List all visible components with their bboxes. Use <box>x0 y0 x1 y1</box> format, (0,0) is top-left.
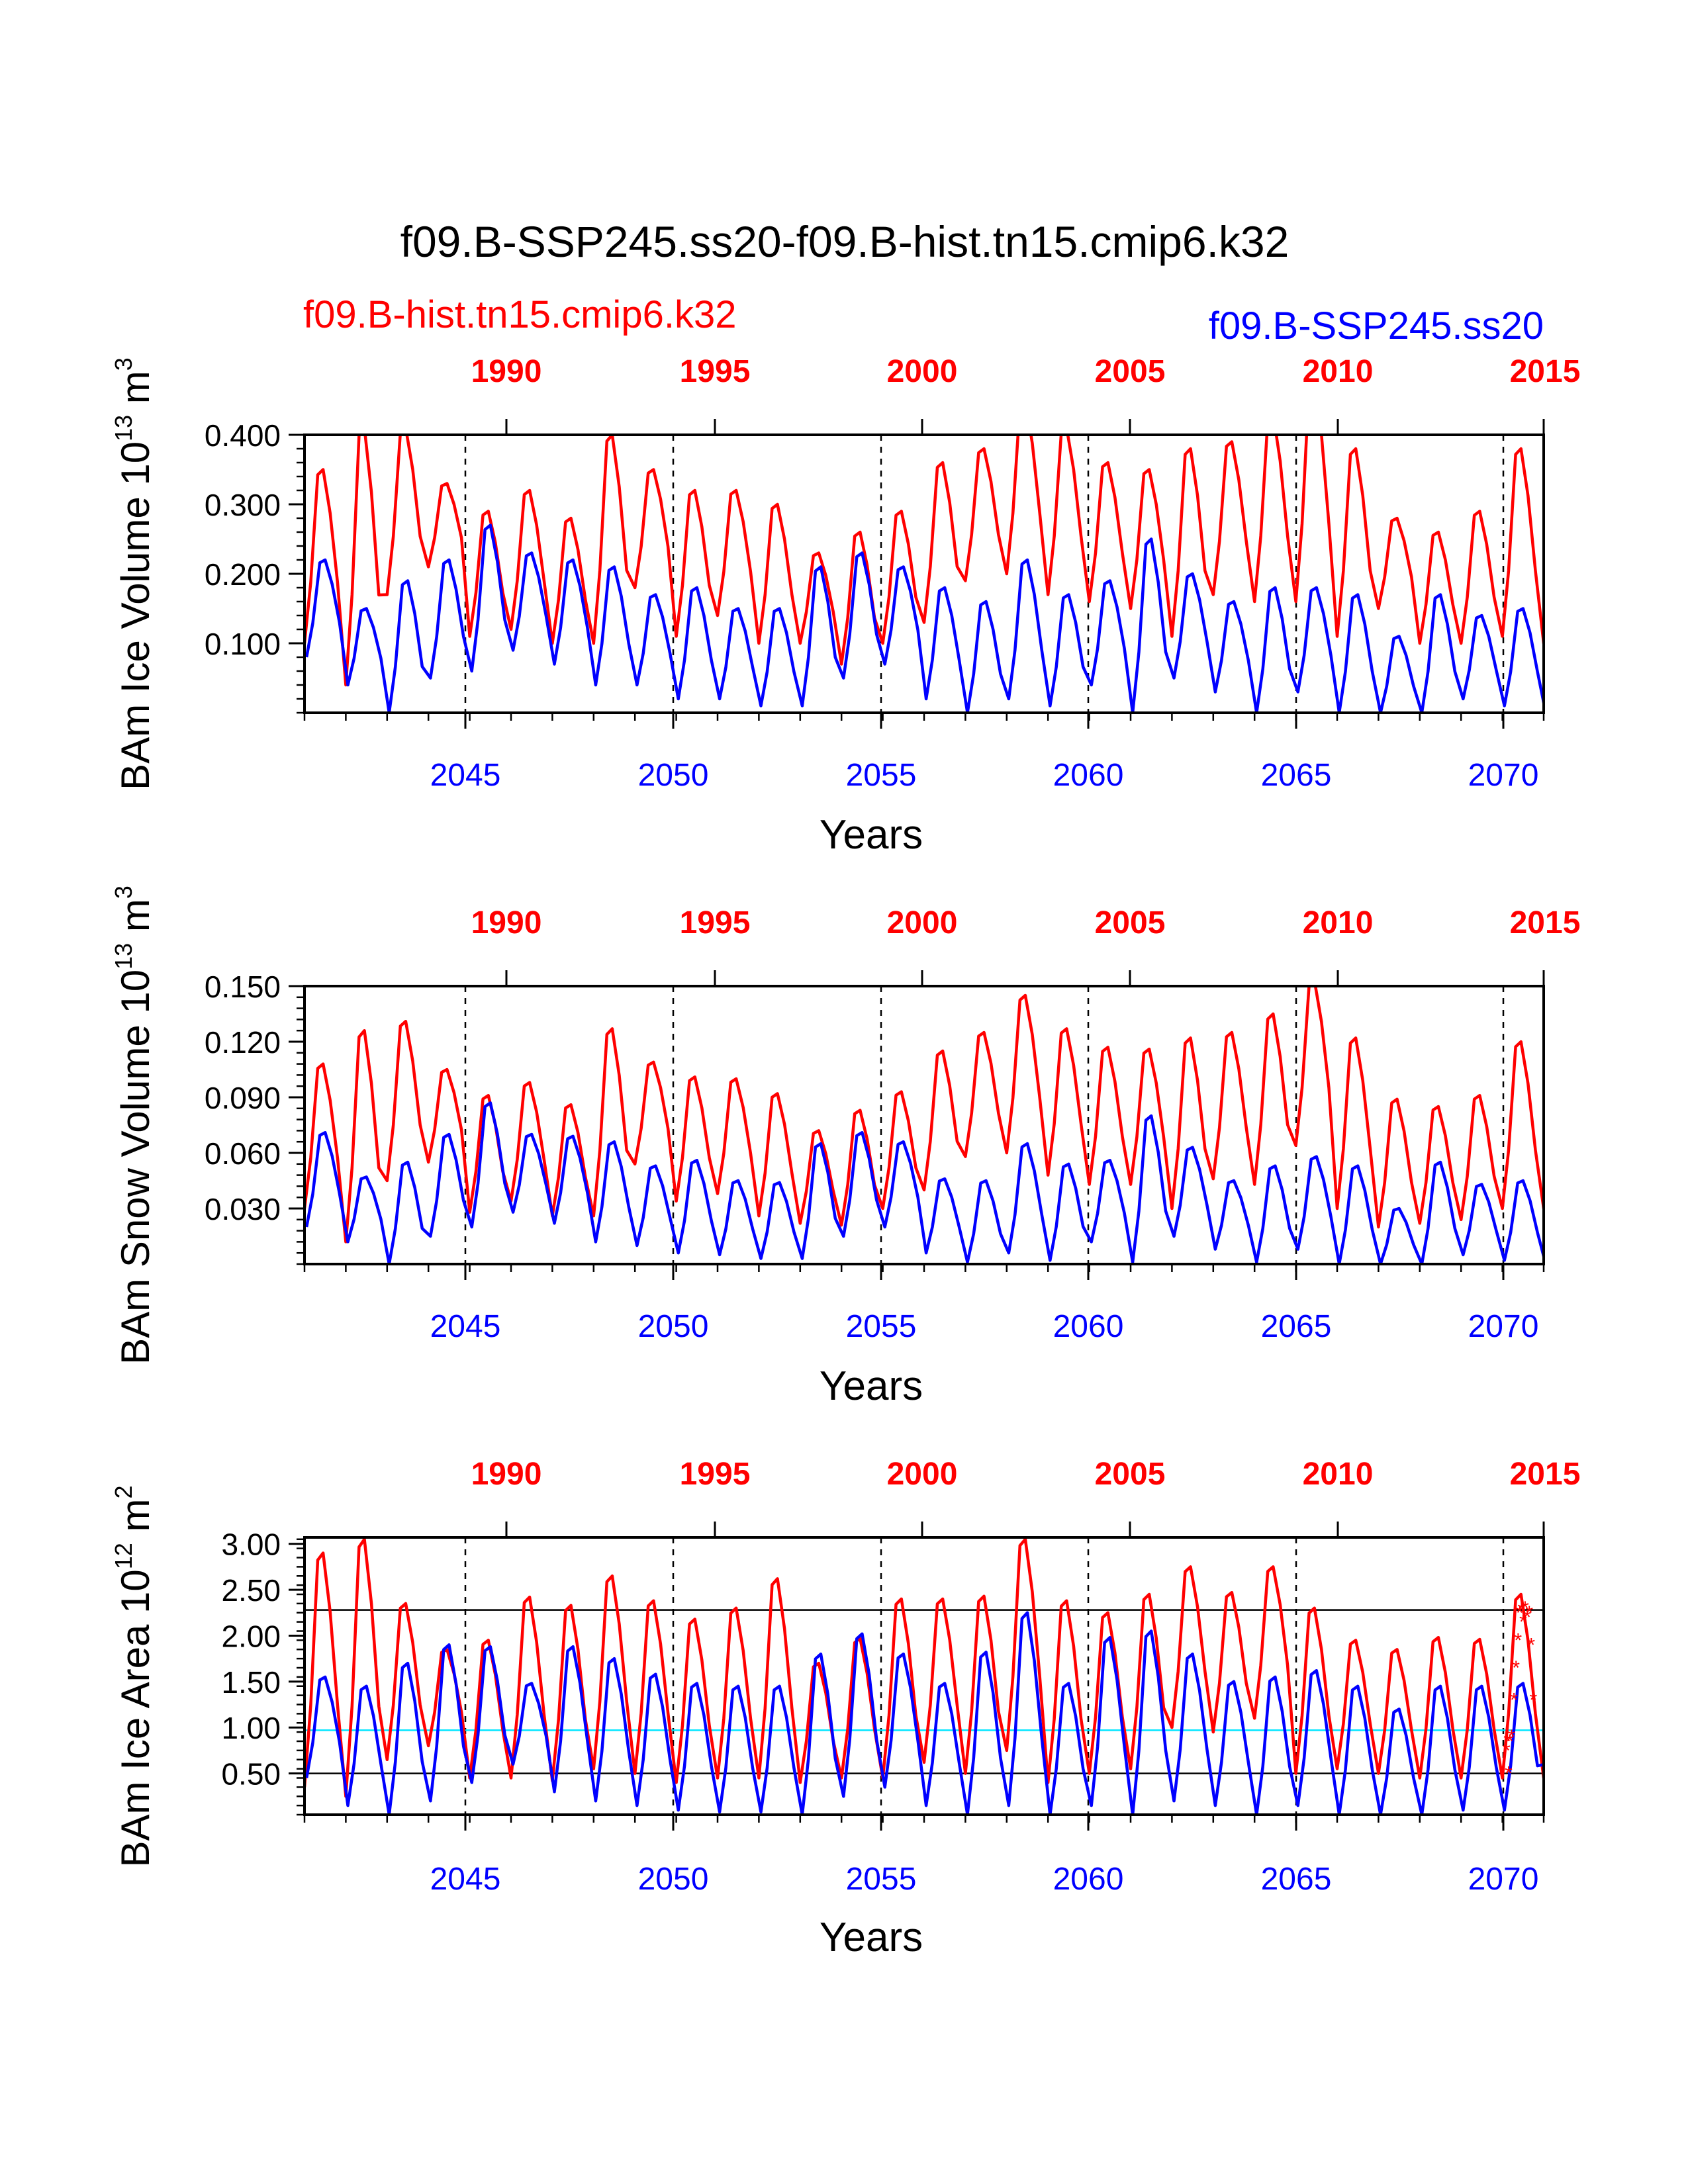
x-tick-label-top: 2015 <box>1510 354 1581 389</box>
y-axis-label: BAm Ice Volume 1013 m3 <box>110 357 158 790</box>
y-tick-label: 0.030 <box>205 1192 281 1226</box>
x-tick-label-top: 2010 <box>1303 905 1374 940</box>
y-tick-label: 0.400 <box>205 418 281 453</box>
legend-blue-case: f09.B-SSP245.ss20 <box>1209 304 1544 347</box>
x-tick-label-top: 1995 <box>680 1457 751 1492</box>
y-tick-label: 2.00 <box>221 1619 281 1653</box>
red-star-marker: * <box>1514 1629 1522 1651</box>
y-tick-label: 0.300 <box>205 488 281 522</box>
x-tick-label-bottom: 2050 <box>638 758 709 793</box>
red-star-marker: * <box>1503 1740 1511 1762</box>
red-star-marker: * <box>1510 1690 1518 1711</box>
figure-title: f09.B-SSP245.ss20-f09.B-hist.tn15.cmip6.… <box>400 217 1289 266</box>
x-tick-label-bottom: 2065 <box>1261 1309 1332 1344</box>
x-tick-label-top: 1995 <box>680 354 751 389</box>
red-star-marker: * <box>1525 1602 1533 1624</box>
x-tick-label-bottom: 2055 <box>846 1862 917 1897</box>
chart-panel-3: ****************0.501.001.502.002.503.00… <box>110 1457 1580 1960</box>
x-tick-label-bottom: 2045 <box>430 1862 501 1897</box>
x-tick-label-bottom: 2055 <box>846 1309 917 1344</box>
x-tick-label-top: 2015 <box>1510 905 1581 940</box>
y-tick-label: 3.00 <box>221 1527 281 1562</box>
y-axis-label: BAm Snow Volume 1013 m3 <box>110 886 158 1365</box>
x-tick-label-top: 2005 <box>1095 354 1166 389</box>
x-tick-label-top: 2000 <box>887 354 958 389</box>
red-star-marker: * <box>1506 1731 1514 1752</box>
x-tick-label-bottom: 2070 <box>1468 758 1539 793</box>
x-tick-label-bottom: 2050 <box>638 1862 709 1897</box>
x-tick-label-top: 2000 <box>887 905 958 940</box>
y-tick-label: 0.090 <box>205 1081 281 1115</box>
x-tick-label-bottom: 2045 <box>430 1309 501 1344</box>
y-tick-label: 0.50 <box>221 1757 281 1792</box>
x-tick-label-bottom: 2060 <box>1053 1862 1124 1897</box>
series-blue-line <box>305 1101 1544 1264</box>
x-tick-label-top: 2005 <box>1095 1457 1166 1492</box>
y-tick-label: 0.150 <box>205 970 281 1004</box>
x-tick-label-top: 2005 <box>1095 905 1166 940</box>
x-tick-label-bottom: 2065 <box>1261 758 1332 793</box>
x-tick-label-top: 2010 <box>1303 354 1374 389</box>
red-star-marker: * <box>1527 1634 1535 1656</box>
red-star-marker: * <box>1530 1690 1538 1711</box>
series-blue-line <box>305 1611 1544 1815</box>
series-red-line <box>305 986 1544 1244</box>
red-star-marker: * <box>1503 1731 1511 1752</box>
x-tick-label-top: 2000 <box>887 1457 958 1492</box>
y-tick-label: 2.50 <box>221 1573 281 1608</box>
x-tick-label-top: 2010 <box>1303 1457 1374 1492</box>
x-tick-label-bottom: 2060 <box>1053 1309 1124 1344</box>
red-star-marker: * <box>1519 1612 1527 1633</box>
x-tick-label-bottom: 2070 <box>1468 1309 1539 1344</box>
red-star-marker: * <box>1512 1657 1520 1679</box>
x-tick-label-bottom: 2050 <box>638 1309 709 1344</box>
x-tick-label-top: 1990 <box>471 1457 542 1492</box>
series-blue-line <box>305 523 1544 713</box>
x-tick-label-bottom: 2070 <box>1468 1862 1539 1897</box>
x-tick-label-bottom: 2065 <box>1261 1862 1332 1897</box>
legend-red-case: f09.B-hist.tn15.cmip6.k32 <box>303 293 736 336</box>
x-tick-label-bottom: 2045 <box>430 758 501 793</box>
x-tick-label-top: 2015 <box>1510 1457 1581 1492</box>
y-tick-label: 1.00 <box>221 1711 281 1745</box>
red-star-marker: * <box>1505 1763 1513 1785</box>
y-tick-label: 1.50 <box>221 1665 281 1700</box>
red-star-marker: * <box>1507 1726 1515 1748</box>
x-axis-label: Years <box>820 812 923 858</box>
x-axis-label: Years <box>820 1915 923 1960</box>
x-tick-label-top: 1990 <box>471 354 542 389</box>
red-star-marker: * <box>1521 1598 1529 1619</box>
y-tick-label: 0.200 <box>205 557 281 592</box>
y-tick-label: 0.120 <box>205 1025 281 1060</box>
red-star-marker: * <box>1516 1602 1524 1624</box>
x-axis-label: Years <box>820 1363 923 1409</box>
series-red-line <box>305 1537 1544 1798</box>
x-tick-label-bottom: 2055 <box>846 758 917 793</box>
y-axis-label: BAm Ice Area 1012 m2 <box>110 1486 158 1868</box>
x-tick-label-bottom: 2060 <box>1053 758 1124 793</box>
chart-panel-1: 0.100 0.200 0.300 0.400 2045 2050 2055 2060 2065… <box>110 354 1580 858</box>
chart-panel-2: 0.030 0.060 0.090 0.120 0.150 2045 2050 2055 206… <box>110 886 1580 1409</box>
series-red-line <box>305 435 1544 687</box>
x-tick-label-top: 1990 <box>471 905 542 940</box>
red-star-marker: * <box>1517 1600 1525 1621</box>
plot-frame <box>303 985 1545 1265</box>
x-tick-label-top: 1995 <box>680 905 751 940</box>
y-tick-label: 0.060 <box>205 1136 281 1171</box>
red-star-marker: * <box>1523 1607 1531 1629</box>
y-tick-label: 0.100 <box>205 627 281 661</box>
